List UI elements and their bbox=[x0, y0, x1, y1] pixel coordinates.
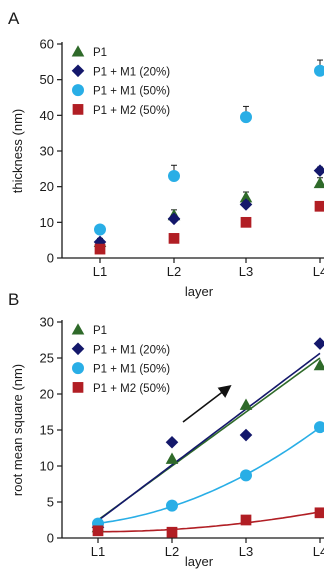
legend-marker bbox=[72, 382, 84, 393]
data-point bbox=[239, 191, 253, 203]
y-tick-label: 50 bbox=[40, 72, 54, 87]
y-tick-label: 20 bbox=[40, 179, 54, 194]
legend-marker bbox=[71, 64, 85, 78]
legend-marker bbox=[72, 84, 84, 97]
legend-marker bbox=[71, 323, 85, 335]
data-point bbox=[239, 198, 253, 211]
x-tick-label: L1 bbox=[91, 544, 105, 559]
y-tick-label: 40 bbox=[40, 108, 54, 123]
y-axis-label: thickness (nm) bbox=[10, 109, 25, 194]
legend-label: P1 + M2 (50%) bbox=[93, 383, 170, 395]
x-tick-label: L4 bbox=[313, 544, 324, 559]
data-point bbox=[314, 421, 324, 434]
panel-a: A 0 10 20 30 40 50 60 L1 L2 L3 L4 layer thickness (nm… bbox=[8, 9, 324, 299]
legend-label: P1 + M2 (50%) bbox=[93, 105, 170, 117]
legend-label: P1 bbox=[93, 325, 107, 337]
data-point bbox=[313, 337, 324, 350]
data-point bbox=[240, 111, 252, 124]
y-tick-label: 5 bbox=[47, 495, 54, 510]
y-tick-label: 20 bbox=[40, 387, 54, 402]
x-tick-label: L1 bbox=[93, 264, 107, 279]
data-point bbox=[165, 435, 179, 449]
y-tick-label: 0 bbox=[47, 251, 54, 266]
trend-arrow bbox=[182, 385, 232, 423]
data-point bbox=[313, 358, 324, 371]
y-tick-label: 60 bbox=[40, 37, 54, 52]
x-tick-label: L2 bbox=[167, 264, 181, 279]
data-point bbox=[94, 223, 106, 236]
data-point bbox=[240, 469, 252, 482]
data-point bbox=[314, 64, 324, 77]
data-point bbox=[168, 233, 180, 244]
x-tick-label: L2 bbox=[165, 544, 179, 559]
legend-marker bbox=[72, 104, 84, 115]
data-point bbox=[240, 216, 252, 228]
y-tick-label: 10 bbox=[40, 459, 54, 474]
y-tick-label: 0 bbox=[47, 531, 54, 546]
legend-marker bbox=[71, 45, 85, 57]
y-tick-label: 30 bbox=[40, 315, 54, 330]
panel-letter: A bbox=[8, 9, 20, 28]
legend-marker bbox=[72, 362, 84, 375]
data-point bbox=[167, 212, 181, 226]
data-point bbox=[240, 514, 252, 526]
fit-line-3 bbox=[98, 511, 321, 533]
legend-label: P1 bbox=[93, 47, 107, 59]
data-point bbox=[166, 499, 178, 512]
fit-line-1 bbox=[97, 352, 321, 522]
x-axis-label: layer bbox=[185, 554, 214, 569]
legend-label: P1 + M1 (50%) bbox=[93, 86, 170, 98]
y-tick-label: 25 bbox=[40, 351, 54, 366]
panel-b: B 0 5 10 15 20 25 30 L1 L2 L3 L4 layer root mean squa… bbox=[8, 290, 324, 569]
data-point bbox=[239, 428, 253, 442]
x-axis-label: layer bbox=[185, 284, 214, 299]
data-point bbox=[314, 200, 324, 212]
data-point bbox=[314, 507, 324, 519]
data-point bbox=[313, 176, 324, 189]
x-tick-label: L4 bbox=[313, 264, 324, 279]
y-tick-label: 15 bbox=[40, 423, 54, 438]
data-point bbox=[313, 164, 324, 177]
y-tick-label: 30 bbox=[40, 144, 54, 159]
legend-label: P1 + M1 (20%) bbox=[93, 344, 170, 356]
legend-marker bbox=[71, 342, 85, 356]
x-tick-label: L3 bbox=[239, 544, 253, 559]
panel-letter: B bbox=[8, 290, 19, 309]
data-point bbox=[93, 235, 107, 249]
y-axis-label: root mean square (nm) bbox=[10, 364, 25, 496]
data-point bbox=[165, 452, 179, 464]
data-point bbox=[239, 398, 253, 410]
x-tick-label: L3 bbox=[239, 264, 253, 279]
fit-line-2 bbox=[97, 426, 321, 525]
data-point bbox=[94, 243, 106, 255]
data-point bbox=[168, 169, 180, 182]
y-tick-label: 10 bbox=[40, 215, 54, 230]
legend-label: P1 + M1 (50%) bbox=[93, 364, 170, 376]
data-point bbox=[92, 525, 104, 537]
data-point bbox=[166, 526, 178, 538]
legend-label: P1 + M1 (20%) bbox=[93, 66, 170, 78]
